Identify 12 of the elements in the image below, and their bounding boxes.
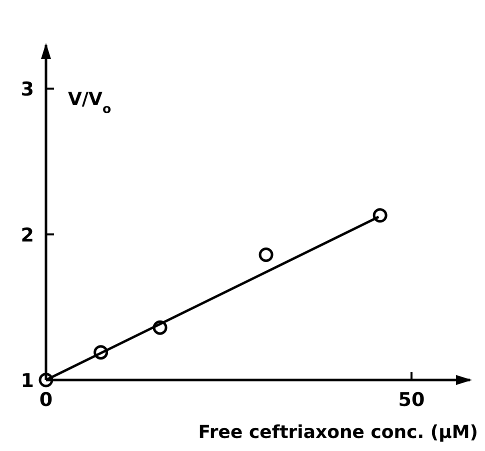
y-tick-label: 2 — [20, 224, 34, 246]
y-tick-label: 3 — [20, 78, 34, 101]
point — [94, 345, 108, 360]
x-tick-label: 0 — [39, 389, 53, 411]
point — [258, 247, 274, 262]
point — [152, 320, 168, 335]
x-tick-label: 50 — [398, 389, 425, 411]
point — [38, 372, 54, 388]
x-axis-title: Free ceftriaxone conc. (µM) — [198, 422, 478, 443]
point — [372, 208, 388, 223]
y-axis-title: V/V$_{o}$ — [68, 89, 112, 116]
y-tick-label: 1 — [20, 370, 34, 392]
